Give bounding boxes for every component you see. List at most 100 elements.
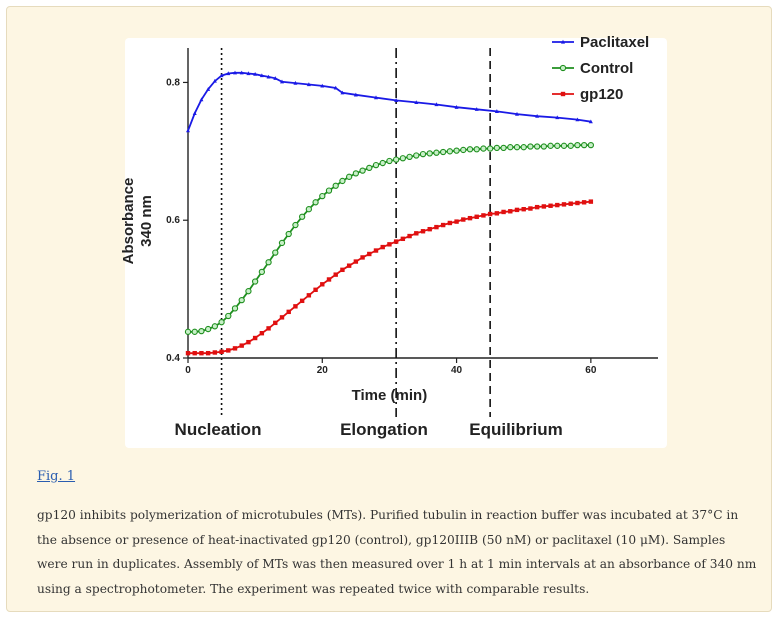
data-point-control: [466, 146, 474, 153]
data-point-gp120: [326, 277, 332, 282]
y-tick-label: 0.6: [166, 215, 180, 226]
data-point-gp120: [367, 251, 372, 257]
data-point-gp120: [427, 226, 432, 232]
data-point-control: [392, 156, 400, 163]
data-point-control: [319, 192, 326, 200]
data-point-control: [493, 144, 501, 152]
data-point-paclitaxel: [246, 71, 251, 76]
data-point-gp120: [467, 215, 473, 221]
data-point-gp120: [212, 350, 218, 355]
data-point-gp120: [561, 202, 567, 207]
data-point-paclitaxel: [219, 73, 224, 78]
y-axis-label-line1: Absorbance: [120, 178, 137, 265]
data-point-paclitaxel: [192, 111, 197, 116]
legend-label: gp120: [580, 86, 623, 103]
data-point-control: [258, 268, 266, 276]
data-point-control: [204, 325, 212, 333]
data-point-control: [292, 221, 299, 229]
x-tick-label: 0: [185, 365, 191, 376]
data-point-control: [527, 143, 534, 150]
legend-label: Control: [580, 60, 633, 77]
data-point-gp120: [440, 222, 446, 228]
series-line-paclitaxel: [187, 71, 592, 132]
x-tick-label: 20: [317, 365, 329, 376]
data-point-gp120: [534, 204, 540, 210]
x-axis-label: Time (min): [352, 387, 428, 404]
data-point-paclitaxel: [535, 114, 540, 118]
data-point-paclitaxel: [226, 71, 231, 76]
data-point-gp120: [454, 219, 459, 224]
data-point-gp120: [306, 293, 312, 298]
data-point-gp120: [192, 350, 197, 356]
data-point-gp120: [320, 282, 325, 287]
data-point-control: [574, 141, 581, 149]
legend-marker: [561, 39, 565, 44]
y-tick-label: 0.4: [166, 353, 180, 364]
data-point-control: [231, 305, 239, 312]
data-point-control: [339, 177, 346, 185]
data-point-gp120: [252, 335, 258, 341]
data-point-paclitaxel: [414, 100, 419, 105]
data-point-control: [460, 146, 467, 154]
data-point-paclitaxel: [253, 71, 258, 76]
data-point-gp120: [461, 217, 466, 222]
data-point-gp120: [185, 350, 191, 356]
data-point-paclitaxel: [212, 78, 217, 83]
data-point-paclitaxel: [474, 107, 479, 111]
data-point-paclitaxel: [259, 73, 264, 78]
data-point-gp120: [414, 231, 419, 236]
data-point-gp120: [541, 204, 547, 209]
data-point-gp120: [581, 200, 587, 205]
data-point-control: [399, 155, 407, 162]
data-point-paclitaxel: [515, 111, 519, 116]
data-point-control: [587, 141, 595, 149]
data-point-gp120: [340, 267, 345, 273]
data-point-gp120: [199, 350, 204, 356]
figure-link[interactable]: Fig. 1: [37, 469, 76, 484]
data-point-control: [507, 144, 514, 151]
data-point-control: [366, 164, 373, 172]
data-point-paclitaxel: [575, 117, 580, 122]
series-line-control: [188, 144, 591, 333]
data-point-gp120: [508, 209, 513, 214]
data-point-gp120: [299, 298, 305, 304]
data-point-paclitaxel: [266, 74, 271, 79]
data-point-gp120: [246, 339, 251, 345]
data-point-control: [312, 199, 319, 206]
data-point-gp120: [514, 207, 520, 213]
data-point-gp120: [353, 259, 359, 264]
data-point-gp120: [447, 220, 453, 226]
data-point-control: [480, 145, 487, 152]
data-point-gp120: [380, 244, 385, 250]
data-point-paclitaxel: [233, 70, 237, 75]
data-point-gp120: [528, 206, 533, 211]
data-point-control: [486, 145, 494, 152]
data-point-gp120: [387, 242, 392, 247]
data-point-control: [533, 143, 541, 150]
data-point-gp120: [286, 309, 291, 315]
data-point-control: [386, 157, 393, 165]
data-point-gp120: [420, 229, 426, 234]
data-point-gp120: [588, 199, 594, 204]
data-point-control: [198, 327, 205, 335]
data-point-gp120: [474, 214, 479, 219]
phase-label: Elongation: [340, 420, 428, 439]
data-point-paclitaxel: [454, 105, 459, 109]
phase-label: Nucleation: [175, 420, 262, 439]
data-point-control: [567, 142, 574, 149]
data-point-control: [419, 150, 427, 158]
data-point-control: [332, 182, 339, 189]
data-point-gp120: [279, 315, 285, 320]
data-point-gp120: [501, 209, 506, 215]
data-point-control: [238, 296, 245, 304]
data-point-gp120: [266, 326, 271, 331]
data-point-gp120: [346, 263, 352, 268]
data-point-paclitaxel: [273, 76, 278, 80]
data-point-control: [325, 187, 333, 194]
data-point-control: [560, 142, 568, 149]
data-point-gp120: [333, 272, 338, 277]
data-point-gp120: [487, 211, 493, 217]
data-point-control: [211, 323, 219, 330]
figure-caption: gp120 inhibits polymerization of microtu…: [37, 508, 757, 596]
data-point-gp120: [481, 213, 486, 218]
